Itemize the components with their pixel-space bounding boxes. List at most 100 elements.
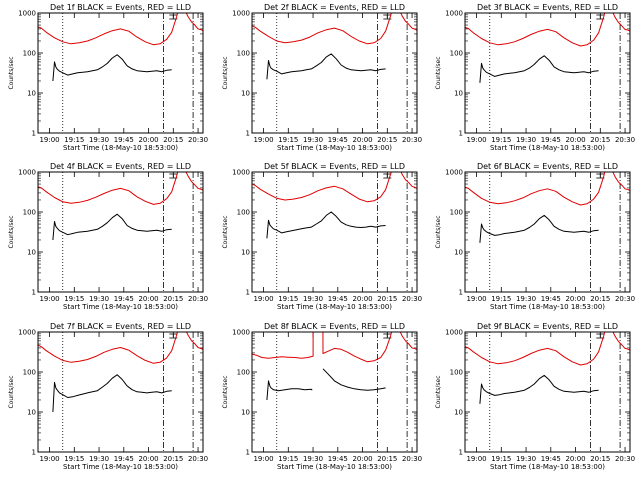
x-tick-label: 20:15 bbox=[163, 136, 183, 144]
x-tick-label: 19:30 bbox=[89, 136, 109, 144]
plot-frame bbox=[464, 171, 631, 293]
plot-frame bbox=[251, 171, 418, 293]
y-tick-label: 1000 bbox=[445, 329, 463, 337]
x-tick-label: 20:00 bbox=[138, 295, 158, 303]
x-tick-label: 19:15 bbox=[64, 136, 84, 144]
x-tick-label: 20:30 bbox=[188, 136, 208, 144]
y-tick-label: 100 bbox=[450, 50, 463, 58]
x-tick-label: 19:45 bbox=[541, 136, 561, 144]
y-tick-label: 1 bbox=[32, 130, 36, 138]
events-series-line bbox=[479, 374, 599, 404]
y-tick-label: 1000 bbox=[232, 169, 250, 177]
y-axis-title: Counts/sec bbox=[222, 215, 229, 248]
x-tick-label: 20:15 bbox=[590, 136, 610, 144]
y-axis-title: Counts/sec bbox=[435, 375, 442, 408]
x-axis-title: Start Time (18-May-10 18:53:00) bbox=[277, 303, 392, 311]
y-tick-label: 10 bbox=[241, 90, 250, 98]
x-axis-title: Start Time (18-May-10 18:53:00) bbox=[63, 303, 178, 311]
y-axis-title: Counts/sec bbox=[8, 375, 15, 408]
x-tick-label: 20:00 bbox=[352, 295, 372, 303]
lld-series-line bbox=[38, 172, 203, 205]
y-tick-label: 10 bbox=[27, 409, 36, 417]
detector-panel: Det 3f BLACK = Events, RED = LLD 1 10 100 10… bbox=[435, 3, 635, 152]
detector-panel: Det 9f BLACK = Events, RED = LLD 1 10 100 10… bbox=[435, 322, 635, 471]
x-axis-title: Start Time (18-May-10 18:53:00) bbox=[490, 144, 605, 152]
x-tick-label: 20:30 bbox=[188, 455, 208, 463]
y-axis-title: Counts/sec bbox=[8, 215, 15, 248]
events-series-line bbox=[266, 368, 386, 401]
detector-panel: Det 5f BLACK = Events, RED = LLD 1 10 100 10… bbox=[222, 162, 422, 311]
x-tick-label: 20:15 bbox=[590, 455, 610, 463]
x-tick-label: 19:45 bbox=[114, 295, 134, 303]
x-tick-label: 20:15 bbox=[163, 295, 183, 303]
y-axis-title: Counts/sec bbox=[222, 56, 229, 89]
y-axis-title: Counts/sec bbox=[435, 56, 442, 89]
y-tick-label: 1 bbox=[459, 289, 463, 297]
x-tick-label: 19:30 bbox=[89, 455, 109, 463]
x-tick-label: 19:30 bbox=[303, 455, 323, 463]
x-axis-title: Start Time (18-May-10 18:53:00) bbox=[63, 144, 178, 152]
panel-title: Det 9f BLACK = Events, RED = LLD bbox=[477, 322, 618, 331]
x-tick-label: 20:00 bbox=[565, 455, 585, 463]
y-tick-label: 100 bbox=[237, 50, 250, 58]
x-tick-label: 19:00 bbox=[253, 295, 273, 303]
x-tick-label: 20:00 bbox=[138, 136, 158, 144]
y-tick-label: 1 bbox=[246, 289, 250, 297]
x-tick-label: 20:30 bbox=[402, 455, 422, 463]
events-series-line bbox=[52, 54, 172, 82]
x-tick-label: 20:15 bbox=[377, 455, 397, 463]
x-axis-title: Start Time (18-May-10 18:53:00) bbox=[490, 463, 605, 471]
x-tick-label: 20:30 bbox=[615, 455, 635, 463]
x-tick-label: 20:00 bbox=[352, 455, 372, 463]
x-tick-label: 20:30 bbox=[615, 136, 635, 144]
y-axis-title: Counts/sec bbox=[8, 56, 15, 89]
events-series-line bbox=[479, 214, 599, 243]
y-tick-label: 100 bbox=[450, 209, 463, 217]
y-tick-label: 1 bbox=[459, 130, 463, 138]
x-tick-label: 19:30 bbox=[516, 295, 536, 303]
x-tick-label: 20:15 bbox=[590, 295, 610, 303]
panel-title: Det 4f BLACK = Events, RED = LLD bbox=[50, 162, 191, 171]
x-tick-label: 19:15 bbox=[491, 295, 511, 303]
x-tick-label: 19:00 bbox=[253, 455, 273, 463]
x-tick-label: 19:45 bbox=[114, 455, 134, 463]
detector-panel: Det 6f BLACK = Events, RED = LLD 1 10 100 10… bbox=[435, 162, 635, 311]
lld-series-line bbox=[252, 172, 417, 203]
events-series-line bbox=[266, 211, 386, 239]
x-tick-label: 20:00 bbox=[352, 136, 372, 144]
y-tick-label: 10 bbox=[27, 90, 36, 98]
x-tick-label: 19:00 bbox=[39, 136, 59, 144]
detector-panel: Det 2f BLACK = Events, RED = LLD 1 10 100 10… bbox=[222, 3, 422, 152]
y-tick-label: 1000 bbox=[445, 10, 463, 18]
panel-title: Det 6f BLACK = Events, RED = LLD bbox=[477, 162, 618, 171]
x-tick-label: 19:30 bbox=[89, 295, 109, 303]
plot-frame bbox=[464, 12, 631, 134]
plot-frame bbox=[251, 12, 418, 134]
x-tick-label: 20:00 bbox=[565, 295, 585, 303]
detector-panel: Det 4f BLACK = Events, RED = LLD 1 10 100 10… bbox=[8, 162, 208, 311]
y-tick-label: 1 bbox=[32, 449, 36, 457]
x-tick-label: 19:00 bbox=[466, 136, 486, 144]
x-tick-label: 20:00 bbox=[565, 136, 585, 144]
x-tick-label: 19:15 bbox=[491, 136, 511, 144]
y-tick-label: 10 bbox=[241, 409, 250, 417]
x-tick-label: 20:30 bbox=[402, 136, 422, 144]
x-tick-label: 20:30 bbox=[402, 295, 422, 303]
y-tick-label: 1000 bbox=[18, 10, 36, 18]
x-tick-label: 19:00 bbox=[39, 455, 59, 463]
panel-title: Det 5f BLACK = Events, RED = LLD bbox=[264, 162, 405, 171]
y-tick-label: 100 bbox=[23, 209, 36, 217]
x-tick-label: 19:30 bbox=[516, 455, 536, 463]
y-tick-label: 100 bbox=[450, 369, 463, 377]
panel-title: Det 7f BLACK = Events, RED = LLD bbox=[50, 322, 191, 331]
x-tick-label: 20:15 bbox=[377, 136, 397, 144]
lld-series-line bbox=[465, 332, 630, 366]
y-tick-label: 10 bbox=[454, 409, 463, 417]
y-tick-label: 100 bbox=[23, 369, 36, 377]
x-tick-label: 19:45 bbox=[114, 136, 134, 144]
detector-panel: Det 1f BLACK = Events, RED = LLD 1 10 100 10… bbox=[8, 3, 208, 152]
y-tick-label: 10 bbox=[241, 249, 250, 257]
events-series-line bbox=[479, 55, 599, 83]
x-axis-title: Start Time (18-May-10 18:53:00) bbox=[277, 463, 392, 471]
y-tick-label: 10 bbox=[27, 249, 36, 257]
